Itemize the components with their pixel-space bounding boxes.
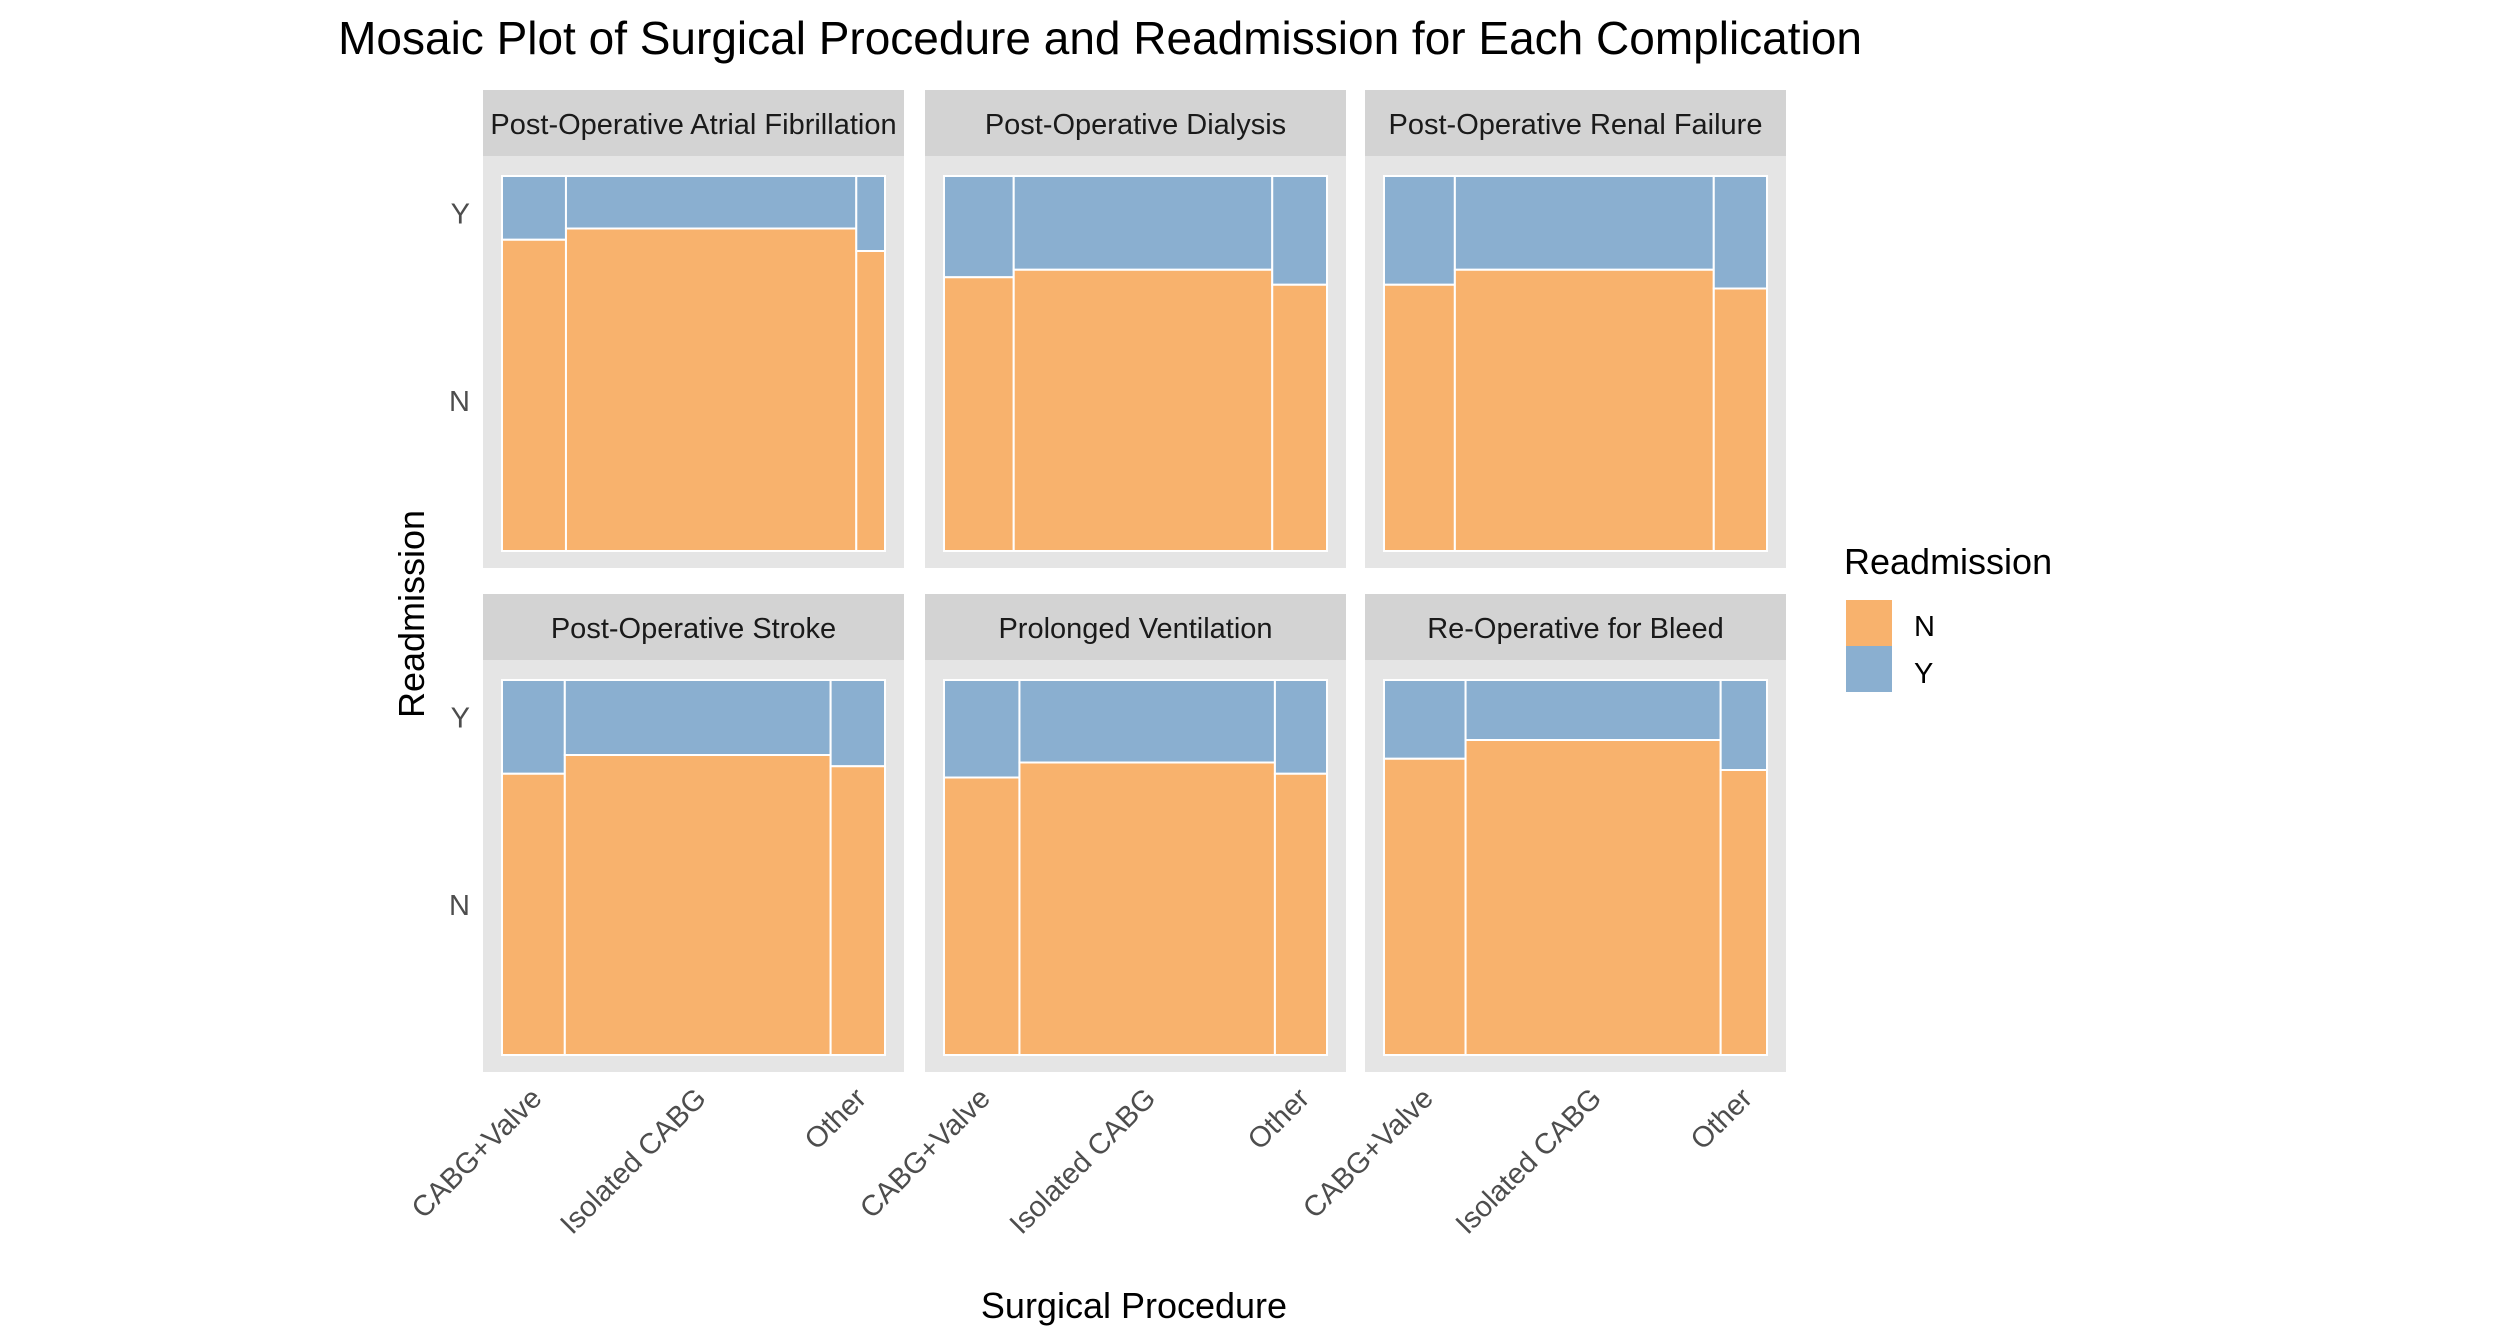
mosaic-tile-isolated-cabg-n [1453, 268, 1715, 552]
y-axis-ticks: Y N Y N [449, 199, 470, 923]
mosaic-tile-other-n [829, 765, 887, 1056]
facet-panel: Re-Operative for Bleed [1365, 594, 1786, 1072]
mosaic-tile-isolated-cabg-n [563, 754, 832, 1056]
y-axis-label: Readmission [391, 510, 432, 718]
x-tick-label: Other [1242, 1082, 1316, 1156]
facet-strip-label: Prolonged Ventilation [998, 613, 1272, 645]
x-tick-label: Isolated CABG [1450, 1082, 1608, 1240]
mosaic-tile-cabg-valve-y [1383, 175, 1456, 286]
facet-strip [925, 90, 1346, 156]
x-tick-label: CABG+Valve [1297, 1082, 1439, 1224]
x-tick-label: Isolated CABG [1004, 1082, 1162, 1240]
mosaic-tile-other-n [1271, 283, 1328, 552]
facet-strip [483, 594, 904, 660]
x-tick-label: Isolated CABG [554, 1082, 712, 1240]
mosaic-tile-isolated-cabg-n [1012, 268, 1274, 552]
y-tick-label: N [449, 386, 470, 418]
y-tick-label: N [449, 890, 470, 922]
mosaic-tile-isolated-cabg-y [1012, 175, 1274, 271]
facet-strip-label: Post-Operative Dialysis [985, 109, 1286, 141]
facet-panel: Post-Operative Renal Failure [1365, 90, 1786, 568]
mosaic-tile-isolated-cabg-n [564, 227, 858, 552]
mosaic-tile-other-y [1712, 175, 1768, 290]
mosaic-tile-cabg-valve-n [1383, 757, 1467, 1056]
mosaic-tile-cabg-valve-n [943, 276, 1015, 552]
mosaic-tile-cabg-valve-y [1383, 679, 1467, 760]
x-tick-label: CABG+Valve [406, 1082, 548, 1224]
facet-strip [1365, 90, 1786, 156]
legend-title: Readmission [1844, 541, 2052, 582]
facet-strip [925, 594, 1346, 660]
facet-strip-label: Post-Operative Atrial Fibrillation [490, 109, 896, 141]
mosaic-tile-other-y [1271, 175, 1328, 286]
mosaic-tile-isolated-cabg-y [563, 679, 832, 756]
mosaic-tile-other-y [829, 679, 887, 768]
mosaic-tile-cabg-valve-n [943, 776, 1021, 1056]
legend-swatch-y [1846, 646, 1892, 692]
mosaic-tile-isolated-cabg-n [1464, 739, 1722, 1056]
mosaic-tile-cabg-valve-y [501, 175, 567, 241]
facet-panel: Post-Operative Dialysis [925, 90, 1346, 568]
mosaic-tile-isolated-cabg-y [1453, 175, 1715, 271]
legend-label-y: Y [1914, 658, 1933, 690]
y-tick-label: Y [451, 703, 470, 735]
mosaic-tile-cabg-valve-n [501, 238, 567, 552]
mosaic-tile-other-y [1719, 679, 1768, 771]
mosaic-tile-cabg-valve-y [943, 175, 1015, 279]
mosaic-tile-cabg-valve-n [1383, 283, 1456, 552]
facet-strip [1365, 594, 1786, 660]
facet-panels: Post-Operative Atrial Fibrillation Post-O… [483, 90, 1786, 1072]
x-axis-label: Surgical Procedure [981, 1285, 1287, 1326]
mosaic-tile-isolated-cabg-y [1018, 679, 1276, 764]
legend: Readmission N Y [1844, 541, 2052, 692]
mosaic-tile-other-n [1719, 769, 1768, 1056]
facet-strip-label: Post-Operative Stroke [551, 613, 836, 645]
y-tick-label: Y [451, 199, 470, 231]
mosaic-tile-other-n [855, 250, 887, 552]
chart-title: Mosaic Plot of Surgical Procedure and Re… [338, 12, 1862, 64]
legend-swatch-n [1846, 600, 1892, 646]
facet-panel: Prolonged Ventilation [925, 594, 1346, 1072]
mosaic-tile-other-y [1273, 679, 1328, 775]
facet-panel: Post-Operative Atrial Fibrillation [483, 90, 904, 568]
facet-strip-label: Re-Operative for Bleed [1427, 613, 1724, 645]
mosaic-tile-cabg-valve-y [501, 679, 566, 775]
mosaic-tile-isolated-cabg-n [1018, 761, 1276, 1056]
mosaic-tile-isolated-cabg-y [564, 175, 858, 230]
facet-strip-label: Post-Operative Renal Failure [1389, 109, 1763, 141]
x-tick-label: CABG+Valve [854, 1082, 996, 1224]
mosaic-tile-other-n [1712, 287, 1768, 552]
facet-strip [483, 90, 904, 156]
mosaic-tile-cabg-valve-y [943, 679, 1021, 779]
mosaic-tile-cabg-valve-n [501, 772, 566, 1056]
legend-label-n: N [1914, 611, 1935, 643]
facet-panel: Post-Operative Stroke [483, 594, 904, 1072]
mosaic-tile-other-n [1273, 772, 1328, 1056]
x-tick-label: Other [799, 1082, 873, 1156]
mosaic-tile-other-y [855, 175, 887, 252]
mosaic-tile-isolated-cabg-y [1464, 679, 1722, 741]
x-tick-label: Other [1685, 1082, 1759, 1156]
